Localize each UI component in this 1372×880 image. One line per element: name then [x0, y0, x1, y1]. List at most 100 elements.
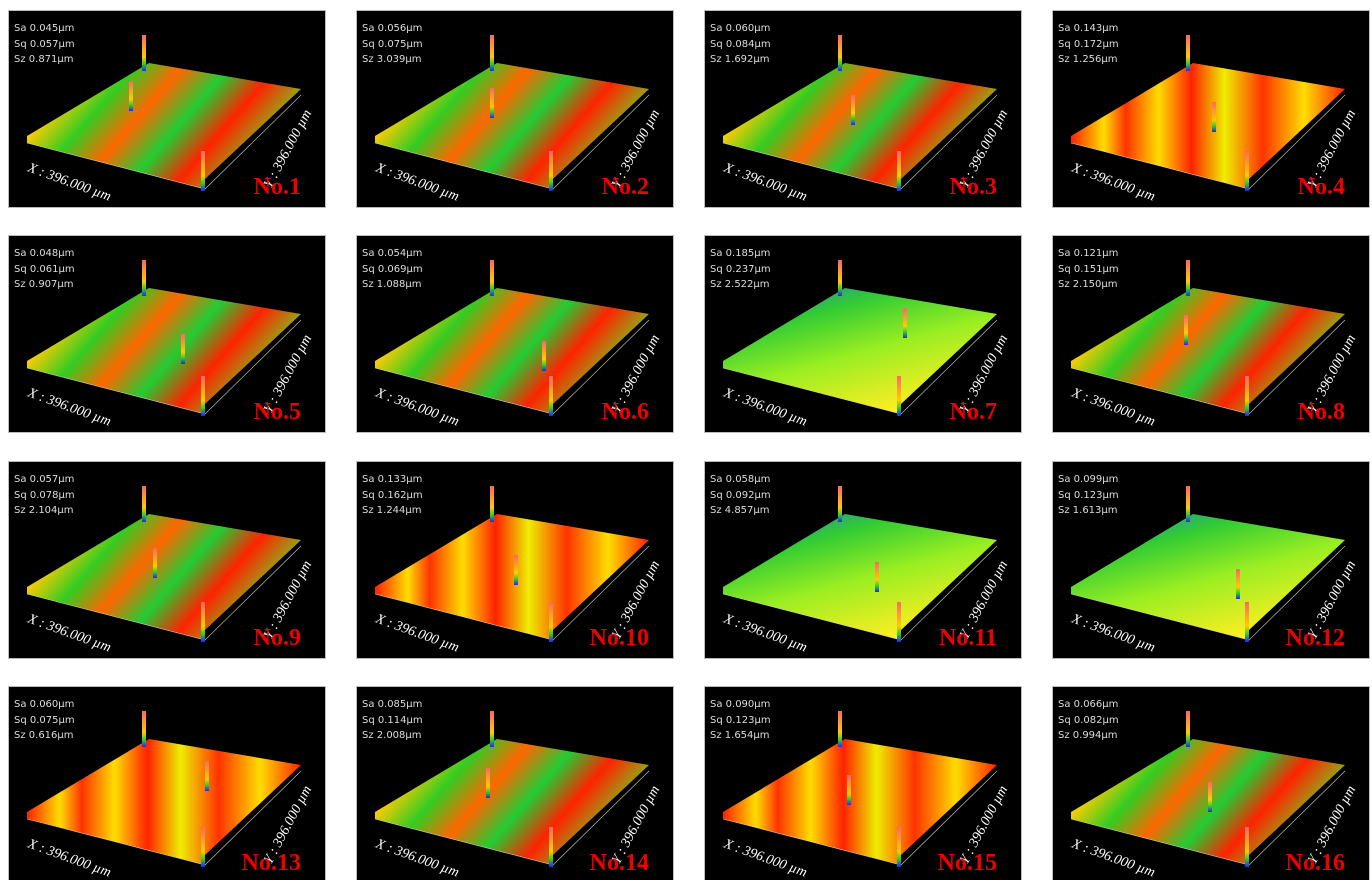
spike: [897, 151, 901, 191]
roughness-stats: Sa 0.085µmSq 0.114µmSz 2.008µm: [362, 697, 423, 744]
stat-sz: Sz 1.244µm: [362, 503, 423, 519]
spike: [1236, 569, 1240, 599]
spike: [1245, 602, 1249, 642]
stat-sq: Sq 0.075µm: [362, 37, 423, 53]
spike: [897, 602, 901, 642]
stat-sz: Sz 2.150µm: [1058, 277, 1119, 293]
spike: [897, 827, 901, 867]
roughness-stats: Sa 0.066µmSq 0.082µmSz 0.994µm: [1058, 697, 1119, 744]
spike: [1245, 827, 1249, 867]
roughness-stats: Sa 0.058µmSq 0.092µmSz 4.857µm: [710, 472, 771, 519]
stat-sa: Sa 0.066µm: [1058, 697, 1119, 713]
surface: [27, 514, 301, 640]
sample-label: No.10: [590, 625, 649, 652]
surface-panel: X : 396.000 µmY : 396.000 µmSa 0.054µmSq…: [356, 235, 674, 433]
spike: [205, 761, 209, 791]
x-axis-label: X : 396.000 µm: [1069, 385, 1157, 429]
surface: [27, 739, 301, 865]
surface-panel: X : 396.000 µmY : 396.000 µmSa 0.143µmSq…: [1052, 10, 1370, 208]
stat-sz: Sz 1.692µm: [710, 52, 771, 68]
roughness-stats: Sa 0.121µmSq 0.151µmSz 2.150µm: [1058, 246, 1119, 293]
spike: [490, 35, 494, 71]
surface: [723, 63, 997, 189]
spike: [1186, 711, 1190, 747]
spike: [142, 711, 146, 747]
sample-label: No.7: [950, 399, 997, 426]
stat-sz: Sz 1.088µm: [362, 277, 423, 293]
spike: [897, 376, 901, 416]
surface-panel: X : 396.000 µmY : 396.000 µmSa 0.133µmSq…: [356, 461, 674, 659]
sample-label: No.5: [254, 399, 301, 426]
stat-sa: Sa 0.099µm: [1058, 472, 1119, 488]
spike: [153, 548, 157, 578]
stat-sz: Sz 0.994µm: [1058, 728, 1119, 744]
surface: [375, 739, 649, 865]
stat-sq: Sq 0.078µm: [14, 488, 75, 504]
stat-sa: Sa 0.085µm: [362, 697, 423, 713]
spike: [181, 334, 185, 364]
sample-label: No.13: [242, 850, 301, 877]
sample-label: No.2: [602, 174, 649, 201]
x-axis-label: X : 396.000 µm: [373, 836, 461, 880]
spike: [129, 81, 133, 111]
spike: [838, 35, 842, 71]
x-axis-label: X : 396.000 µm: [1069, 611, 1157, 655]
spike: [142, 486, 146, 522]
surface: [1071, 514, 1345, 640]
spike: [838, 260, 842, 296]
stat-sa: Sa 0.056µm: [362, 21, 423, 37]
sample-label: No.16: [1286, 850, 1345, 877]
spike: [542, 341, 546, 371]
stat-sa: Sa 0.057µm: [14, 472, 75, 488]
stat-sz: Sz 3.039µm: [362, 52, 423, 68]
stat-sa: Sa 0.090µm: [710, 697, 771, 713]
sample-label: No.11: [939, 625, 997, 652]
stat-sz: Sz 0.907µm: [14, 277, 75, 293]
spike: [549, 827, 553, 867]
spike: [201, 376, 205, 416]
x-axis-label: X : 396.000 µm: [721, 611, 809, 655]
spike: [838, 711, 842, 747]
spike: [838, 486, 842, 522]
surface: [723, 514, 997, 640]
spike: [875, 562, 879, 592]
surface: [27, 63, 301, 189]
spike: [1186, 35, 1190, 71]
stat-sq: Sq 0.123µm: [1058, 488, 1119, 504]
surface-panel: X : 396.000 µmY : 396.000 µmSa 0.099µmSq…: [1052, 461, 1370, 659]
surface: [1071, 288, 1345, 414]
x-axis-label: X : 396.000 µm: [721, 160, 809, 204]
stat-sq: Sq 0.123µm: [710, 713, 771, 729]
sample-label: No.14: [590, 850, 649, 877]
figure: X : 396.000 µmY : 396.000 µmSa 0.045µmSq…: [0, 0, 1372, 880]
spike: [490, 88, 494, 118]
stat-sz: Sz 2.522µm: [710, 277, 771, 293]
surface: [723, 288, 997, 414]
spike: [903, 308, 907, 338]
stat-sz: Sz 1.613µm: [1058, 503, 1119, 519]
stat-sq: Sq 0.084µm: [710, 37, 771, 53]
stat-sa: Sa 0.060µm: [710, 21, 771, 37]
roughness-stats: Sa 0.099µmSq 0.123µmSz 1.613µm: [1058, 472, 1119, 519]
stat-sz: Sz 1.654µm: [710, 728, 771, 744]
surface: [375, 63, 649, 189]
stat-sz: Sz 0.871µm: [14, 52, 75, 68]
spike: [514, 555, 518, 585]
stat-sq: Sq 0.114µm: [362, 713, 423, 729]
stat-sq: Sq 0.069µm: [362, 262, 423, 278]
spike: [1186, 260, 1190, 296]
stat-sq: Sq 0.082µm: [1058, 713, 1119, 729]
surface-panel: X : 396.000 µmY : 396.000 µmSa 0.057µmSq…: [8, 461, 326, 659]
stat-sq: Sq 0.057µm: [14, 37, 75, 53]
stat-sq: Sq 0.061µm: [14, 262, 75, 278]
